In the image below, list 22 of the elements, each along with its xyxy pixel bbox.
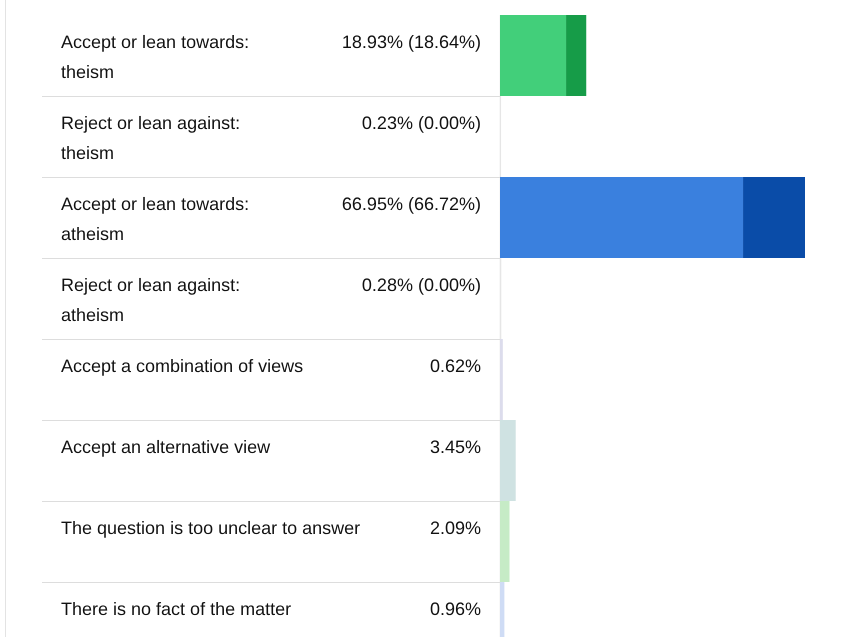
bar (743, 177, 805, 258)
data-label: 2.09% (430, 518, 481, 538)
y-tick-label: Reject or lean against: atheism (61, 275, 240, 325)
y-tick-label: There is no fact of the matter (61, 599, 292, 619)
total-label: 18.93% (18.64%) (342, 32, 481, 52)
bar (500, 177, 744, 258)
bar (566, 15, 586, 96)
y-tick-label: Reject or lean against: theism (61, 113, 240, 163)
data-label: 3.45% (430, 437, 481, 457)
y-tick-label: Accept or lean towards: atheism (61, 194, 250, 244)
bar (500, 420, 516, 501)
total-label: 66.95% (66.72%) (342, 194, 481, 214)
y-tick-label: Accept a combination of views (61, 356, 304, 376)
y-tick-label: Accept or lean towards: theism (61, 32, 250, 82)
bar (500, 15, 566, 96)
total-label: 0.23% (0.00%) (362, 113, 481, 133)
data-label: 0.62% (430, 356, 481, 376)
data-label: 0.96% (430, 599, 481, 619)
y-tick-label: The question is too unclear to answer (61, 518, 360, 538)
total-label: 0.28% (0.00%) (362, 275, 481, 295)
y-tick-label: Accept an alternative view (61, 437, 272, 457)
bar (500, 501, 510, 582)
